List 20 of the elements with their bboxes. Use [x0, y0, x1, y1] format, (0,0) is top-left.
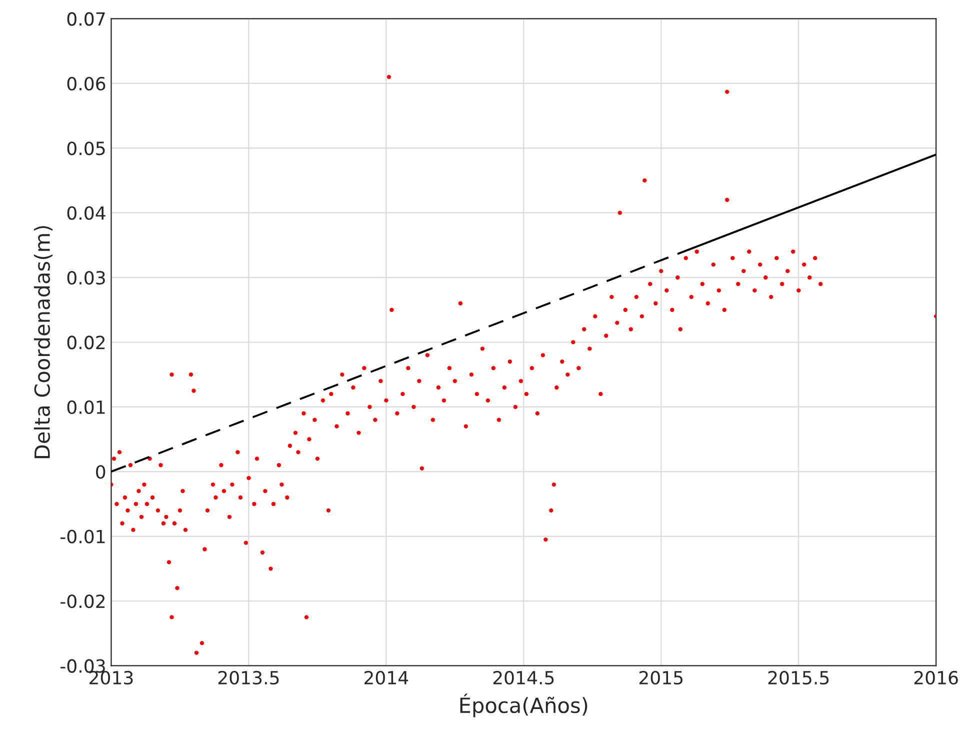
y-tick-label: -0.02 — [60, 594, 105, 608]
x-axis-title: Época(Años) — [460, 694, 588, 718]
y-tick-label: 0.01 — [67, 400, 105, 414]
y-tick-label: 0.02 — [67, 336, 105, 350]
x-tick-label: 2015 — [639, 670, 683, 685]
y-tick-label: 0 — [96, 465, 106, 479]
x-tick-label: 2014.5 — [493, 670, 554, 685]
x-tick-label: 2013 — [90, 670, 133, 685]
x-tick-label: 2013.5 — [218, 670, 279, 685]
y-axis-title: Delta Coordenadas(m) — [34, 226, 52, 458]
y-tick-label: -0.01 — [60, 530, 105, 544]
y-tick-label: 0.07 — [67, 12, 105, 26]
y-tick-label: 0.03 — [67, 270, 105, 285]
y-tick-label: 0.05 — [67, 142, 105, 156]
y-tick-label: 0.04 — [67, 206, 106, 220]
y-tick-label: 0.06 — [67, 76, 106, 91]
x-tick-label: 2016 — [914, 670, 958, 685]
x-tick-label: 2015.5 — [768, 670, 829, 685]
x-tick-label: 2014 — [364, 670, 408, 685]
y-tick-label: -0.03 — [60, 659, 105, 673]
